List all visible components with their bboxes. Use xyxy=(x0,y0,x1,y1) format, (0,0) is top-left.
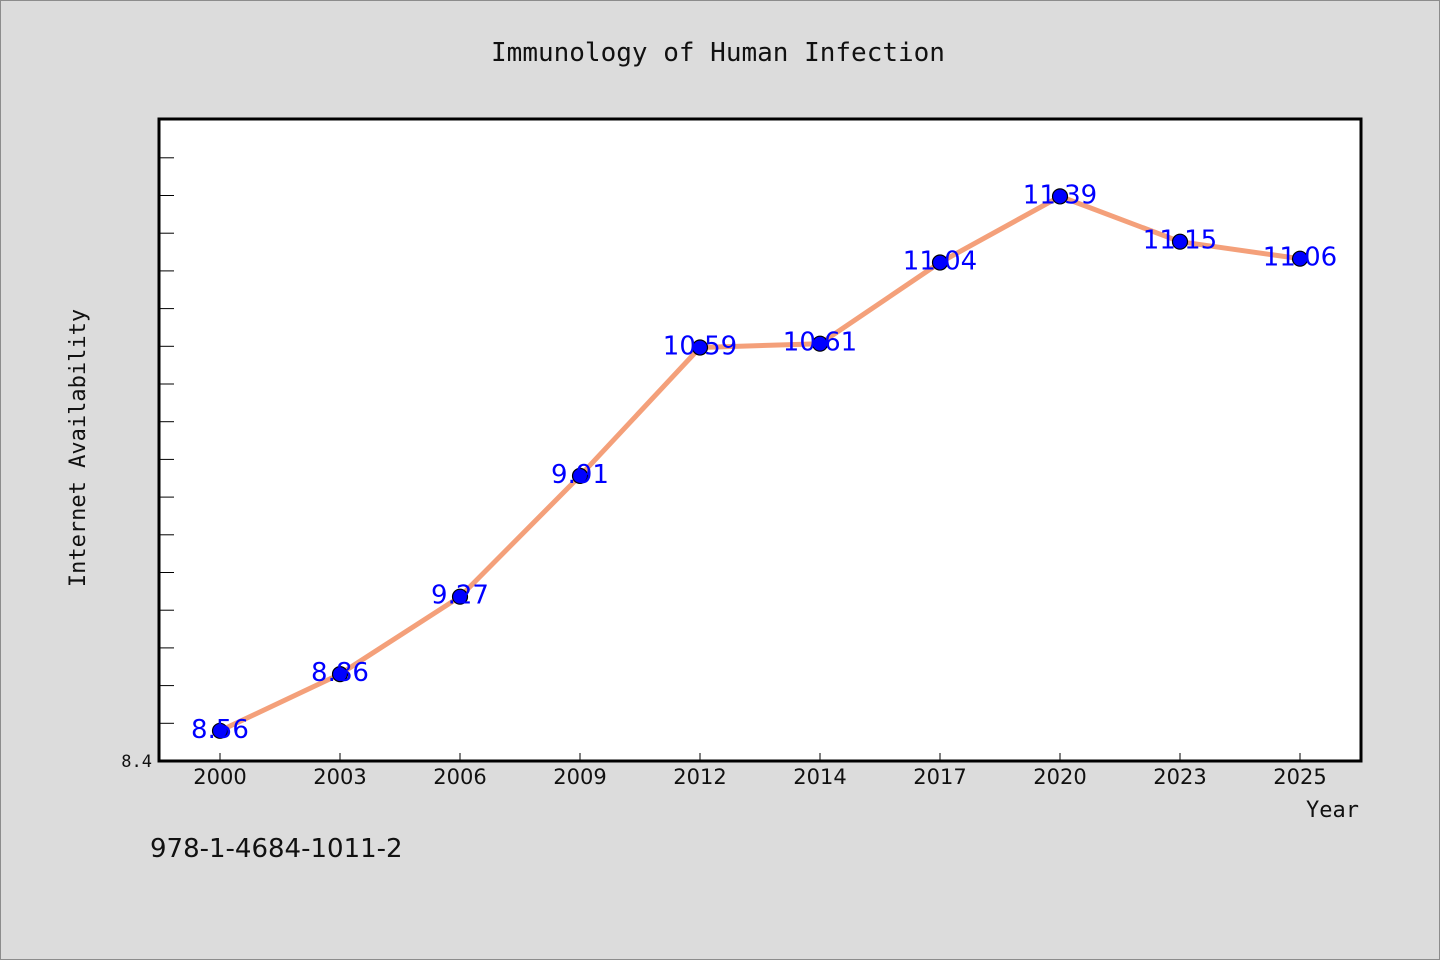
series-markers xyxy=(211,188,1309,739)
isbn-text: 978-1-4684-1011-2 xyxy=(150,834,403,864)
x-tick-label: 2020 xyxy=(1033,765,1086,789)
y-axis-ticks xyxy=(159,157,174,724)
x-tick-label: 2009 xyxy=(553,765,606,789)
x-tick-label: 2014 xyxy=(793,765,846,789)
data-point xyxy=(331,665,349,683)
x-tick-label: 2023 xyxy=(1153,765,1206,789)
x-tick-label: 2003 xyxy=(313,765,366,789)
data-point xyxy=(1051,188,1069,205)
x-axis-label: Year xyxy=(1306,798,1359,823)
data-label: 8.56 xyxy=(191,715,249,745)
y-axis-label: Internet Availability xyxy=(66,309,91,587)
series-line xyxy=(217,193,1303,734)
data-label: 11.04 xyxy=(903,247,977,277)
data-point xyxy=(1171,233,1189,250)
x-axis: 2000 2003 2006 2009 2012 2014 2017 2020 2023 2025 xyxy=(193,753,1327,789)
x-tick-label: 2012 xyxy=(673,765,726,789)
data-point xyxy=(571,467,589,484)
x-tick-label: 2006 xyxy=(433,765,486,789)
data-point xyxy=(811,335,829,352)
data-point xyxy=(931,254,949,271)
chart-title: Immunology of Human Infection xyxy=(491,38,945,68)
y-tick-label-min: 8.4 xyxy=(121,752,152,772)
x-tick-label: 2000 xyxy=(193,765,246,789)
data-point xyxy=(1291,250,1309,267)
data-label: 11.39 xyxy=(1023,180,1097,210)
data-label: 11.06 xyxy=(1263,243,1337,273)
x-tick-label: 2025 xyxy=(1273,765,1326,789)
data-point xyxy=(211,722,229,739)
data-label: 11.15 xyxy=(1143,226,1217,256)
data-labels: 8.56 8.86 9.27 9.91 10.59 10.61 11.04 11.39 11.1… xyxy=(191,180,1337,744)
data-point xyxy=(451,588,469,605)
data-label: 10.61 xyxy=(783,328,857,358)
plot-area xyxy=(157,117,1363,763)
data-label: 9.91 xyxy=(551,460,609,490)
data-label: 8.86 xyxy=(311,658,369,688)
data-point xyxy=(691,339,709,356)
data-label: 9.27 xyxy=(431,581,489,611)
x-tick-label: 2017 xyxy=(913,765,966,789)
data-label: 10.59 xyxy=(663,332,737,362)
